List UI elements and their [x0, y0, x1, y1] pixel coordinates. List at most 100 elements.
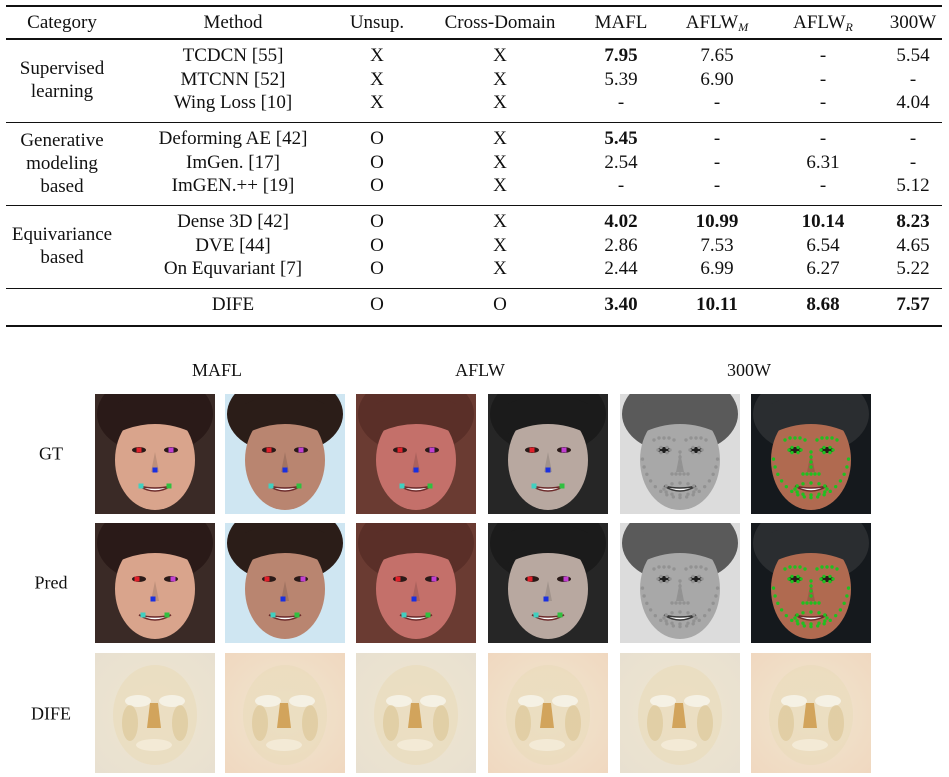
figure-tile [488, 523, 608, 643]
landmark-point [795, 490, 799, 494]
landmark-point [678, 584, 682, 588]
landmark-point [822, 493, 826, 497]
landmark-point [648, 608, 653, 612]
landmark-point [830, 436, 834, 440]
cell-method: DVE [44] [195, 234, 271, 256]
landmark-point [168, 447, 174, 453]
landmark-point [771, 586, 776, 590]
landmark-point [150, 596, 156, 602]
landmark-point [694, 616, 698, 620]
landmark-point [795, 484, 799, 488]
header-300w: 300W [889, 12, 937, 33]
landmark-point [691, 622, 695, 626]
category-line: Equivariance [11, 224, 113, 246]
category-line: Supervised [19, 58, 105, 80]
landmark-point [813, 601, 817, 605]
landmark-point [665, 622, 669, 626]
landmark-point [689, 565, 693, 569]
landmark-point [686, 611, 690, 615]
figure-tile [95, 523, 215, 643]
landmark-point [788, 436, 792, 440]
cell-w300: 8.23 [896, 211, 930, 232]
figure-tile [620, 523, 740, 643]
category-label: Supervised learning [20, 57, 104, 103]
figure-tile [356, 653, 476, 773]
table-top-rule [6, 5, 942, 7]
header-unsup: Unsup. [349, 12, 405, 33]
landmark-point [820, 436, 824, 440]
landmark-point [817, 482, 821, 486]
cell-cross: X [493, 45, 507, 66]
landmark-point [678, 481, 682, 485]
landmark-point [671, 495, 676, 499]
cell-method: Deforming AE [42] [158, 128, 308, 149]
landmark-point [825, 616, 829, 620]
landmark-point [809, 472, 813, 476]
landmark-point [802, 624, 807, 628]
category-line: Generative [20, 129, 104, 151]
landmark-point [674, 472, 678, 476]
header-mafl: MAFL [594, 12, 648, 33]
cell-method: On Equvariant [7] [163, 258, 303, 280]
landmark-point [838, 608, 843, 612]
face-image [356, 394, 476, 514]
landmark-point [166, 483, 172, 489]
cell-unsup: O [370, 258, 384, 280]
landmark-point [280, 596, 286, 602]
landmark-point [678, 493, 682, 497]
cell-unsup: O [370, 294, 384, 315]
landmark-point [653, 484, 658, 489]
landmark-point [707, 608, 712, 612]
cell-cross: X [493, 128, 507, 149]
landmark-point [801, 601, 805, 605]
landmark-point [822, 450, 826, 455]
face-image [95, 653, 215, 773]
landmark-point [802, 495, 807, 499]
landmark-point [657, 565, 661, 569]
landmark-point [431, 576, 437, 582]
face-image [356, 653, 476, 773]
cell-aflw_r: 10.14 [801, 211, 845, 232]
landmark-point [138, 483, 144, 489]
cell-cross: X [493, 92, 507, 114]
landmark-point [711, 472, 715, 476]
landmark-point [691, 574, 695, 579]
cell-method: ImGen. [17] [186, 151, 280, 173]
face-image [225, 653, 345, 773]
cell-w300: 5.12 [896, 175, 930, 197]
landmark-point [796, 574, 800, 579]
landmark-point [399, 483, 405, 489]
landmark-point [152, 467, 158, 473]
landmark-point [699, 565, 703, 569]
landmark-point [670, 482, 674, 486]
figure-tile [620, 653, 740, 773]
landmark-point [425, 612, 431, 618]
landmark-point [411, 596, 417, 602]
landmark-point [694, 565, 698, 569]
cell-aflw_m: - [713, 151, 721, 173]
landmark-point [798, 565, 802, 569]
landmark-point [282, 467, 288, 473]
landmark-point [684, 438, 688, 442]
landmark-point [697, 445, 701, 450]
landmark-point [784, 484, 789, 489]
landmark-point [823, 613, 827, 617]
landmark-point [665, 574, 669, 579]
cell-method: MTCNN [52] [180, 68, 286, 90]
landmark-point [697, 489, 701, 494]
landmark-point [270, 612, 276, 618]
landmark-point [678, 495, 682, 500]
landmark-point [401, 612, 407, 618]
landmark-point [805, 601, 809, 605]
face-image [751, 394, 871, 514]
cell-aflw_r: 6.27 [806, 258, 840, 280]
landmark-point [803, 438, 807, 442]
landmark-point [668, 577, 672, 581]
landmark-point [692, 613, 696, 617]
landmark-point [691, 493, 695, 497]
figure-tile [488, 394, 608, 514]
landmark-point [667, 565, 671, 569]
landmark-point [659, 574, 663, 579]
figure-tile [225, 653, 345, 773]
landmark-point [845, 465, 849, 469]
